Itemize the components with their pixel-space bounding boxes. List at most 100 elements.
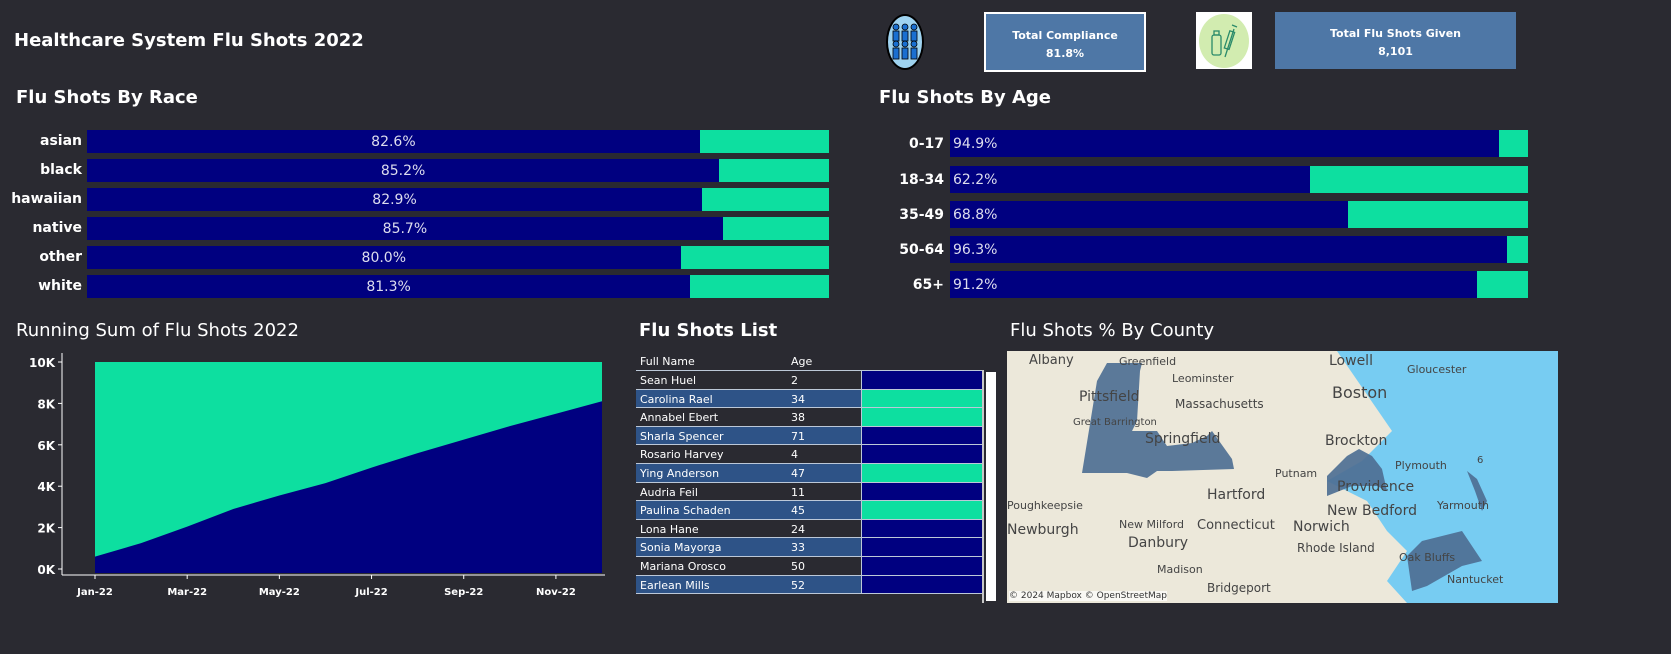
race-bar[interactable]: 80.0% [87,246,829,269]
race-bar[interactable]: 82.9% [87,188,829,211]
age-bar[interactable]: 62.2% [950,166,1528,193]
map-place-label: Yarmouth [1437,499,1489,512]
race-bar[interactable]: 85.2% [87,159,829,182]
county-map[interactable]: Albany Pittsfield Greenfield Leominster Lowe… [1007,351,1558,603]
vaccination-status-cell [861,501,982,519]
kpi-total-compliance: Total Compliance 81.8% [984,12,1146,72]
people-group-icon [886,14,924,70]
race-bar-fill [87,275,691,298]
row-age: 71 [791,429,805,443]
map-place-label: Madison [1157,563,1203,576]
map-place-label: Springfield [1145,431,1221,447]
map-place-label: Brockton [1325,433,1388,449]
age-label: 0-17 [908,136,944,152]
map-place-label: Norwich [1293,519,1350,535]
race-bar[interactable]: 81.3% [87,275,829,298]
table-row[interactable]: Annabel Ebert 38 [636,408,982,427]
map-place-label: Hartford [1207,487,1266,503]
column-header-name[interactable]: Full Name [640,355,695,368]
age-label: 65+ [912,277,944,293]
race-bar-value: 80.0% [361,249,407,266]
kpi-label: Total Compliance [1012,29,1118,42]
age-bar[interactable]: 68.8% [950,201,1528,228]
race-bar-value: 85.7% [382,220,428,237]
row-name: Ying Anderson [640,467,720,480]
map-place-label: Danbury [1128,535,1189,551]
race-bar-value: 85.2% [380,162,426,179]
map-place-label: Nantucket [1447,573,1504,586]
race-bar[interactable]: 85.7% [87,217,829,240]
table-row[interactable]: Mariana Orosco 50 [636,557,982,576]
kpi-total-flu-shots: Total Flu Shots Given 8,101 [1275,12,1516,69]
row-age: 52 [791,578,805,592]
row-name: Sharla Spencer [640,429,724,443]
map-place-label: Rhode Island [1297,541,1375,555]
race-bar-fill [87,188,703,211]
race-label: black [40,162,82,178]
age-bar-fill [950,236,1507,263]
map-place-label: Massachusetts [1175,397,1264,411]
kpi-value: 81.8% [1045,47,1085,60]
row-name: Lona Hane [640,522,699,536]
list-title: Flu Shots List [639,320,778,341]
vaccine-syringe-icon [1196,12,1252,69]
race-label: hawaiian [11,191,82,207]
kpi-value: 8,101 [1378,45,1413,58]
column-header-age[interactable]: Age [791,355,813,368]
race-bar-value: 82.9% [372,191,417,208]
table-row[interactable]: Audria Feil 11 [636,482,982,502]
map-place-label: Greenfield [1119,355,1177,368]
table-row[interactable]: Earlean Mills 52 [636,575,982,595]
age-bar-fill [950,130,1499,157]
y-tick-label: 0K [37,563,55,577]
map-place-label: Bridgeport [1207,581,1271,595]
kpi-label: Total Flu Shots Given [1329,27,1462,40]
running-sum-chart: 0K 2K 4K 6K 8K 10K Jan-22 Mar-22 May-22 Jul-22 Sep… [29,353,605,598]
vaccination-status-cell [861,557,982,575]
y-tick-label: 10K [29,356,56,370]
race-bar-fill [87,217,723,240]
row-age: 4 [791,448,798,462]
x-tick-label: Sep-22 [444,587,483,598]
vaccination-status-cell [861,445,982,463]
age-bar[interactable]: 94.9% [950,130,1528,157]
age-label: 35-49 [899,207,944,223]
row-age: 38 [791,411,805,425]
row-name: Paulina Schaden [640,504,731,518]
row-age: 11 [791,485,805,499]
table-row[interactable]: Carolina Rael 34 [636,389,982,409]
y-tick-label: 8K [37,397,55,411]
flu-shots-table: Full Name Age Sean Huel 2 Carolina Rael 34 A… [636,353,998,603]
age-bar-value: 94.9% [953,135,998,152]
age-bar[interactable]: 96.3% [950,236,1528,263]
table-row[interactable]: Sean Huel 2 [636,371,982,390]
table-row[interactable]: Rosario Harvey 4 [636,445,982,464]
map-place-label: Providence [1337,479,1415,495]
table-row[interactable]: Sonia Mayorga 33 [636,538,982,557]
row-name: Earlean Mills [640,578,710,592]
race-bar-value: 81.3% [366,278,411,295]
map-place-label: 6 [1477,455,1484,466]
row-name: Mariana Orosco [640,560,726,573]
age-bar[interactable]: 91.2% [950,271,1528,298]
age-bar-value: 96.3% [953,241,998,258]
map-place-label: Putnam [1275,467,1318,480]
row-name: Carolina Rael [640,392,713,406]
table-row[interactable]: Paulina Schaden 45 [636,501,982,520]
page-title: Healthcare System Flu Shots 2022 [14,30,364,51]
table-scrollbar[interactable] [982,370,998,603]
row-name: Sonia Mayorga [640,541,722,555]
table-row[interactable]: Ying Anderson 47 [636,464,982,483]
row-name: Sean Huel [640,374,697,387]
vaccination-status-cell [861,538,982,556]
race-bar-fill [87,159,720,182]
row-age: 45 [791,504,805,518]
race-bar-value: 82.6% [371,133,416,150]
race-bar[interactable]: 82.6% [87,130,829,153]
table-row[interactable]: Sharla Spencer 71 [636,426,982,446]
vaccination-status-cell [861,389,982,408]
map-attribution[interactable]: © 2024 Mapbox © OpenStreetMap [1009,591,1167,601]
x-tick-label: Jul-22 [354,587,387,598]
vaccination-status-cell [861,519,982,538]
table-row[interactable]: Lona Hane 24 [636,519,982,539]
